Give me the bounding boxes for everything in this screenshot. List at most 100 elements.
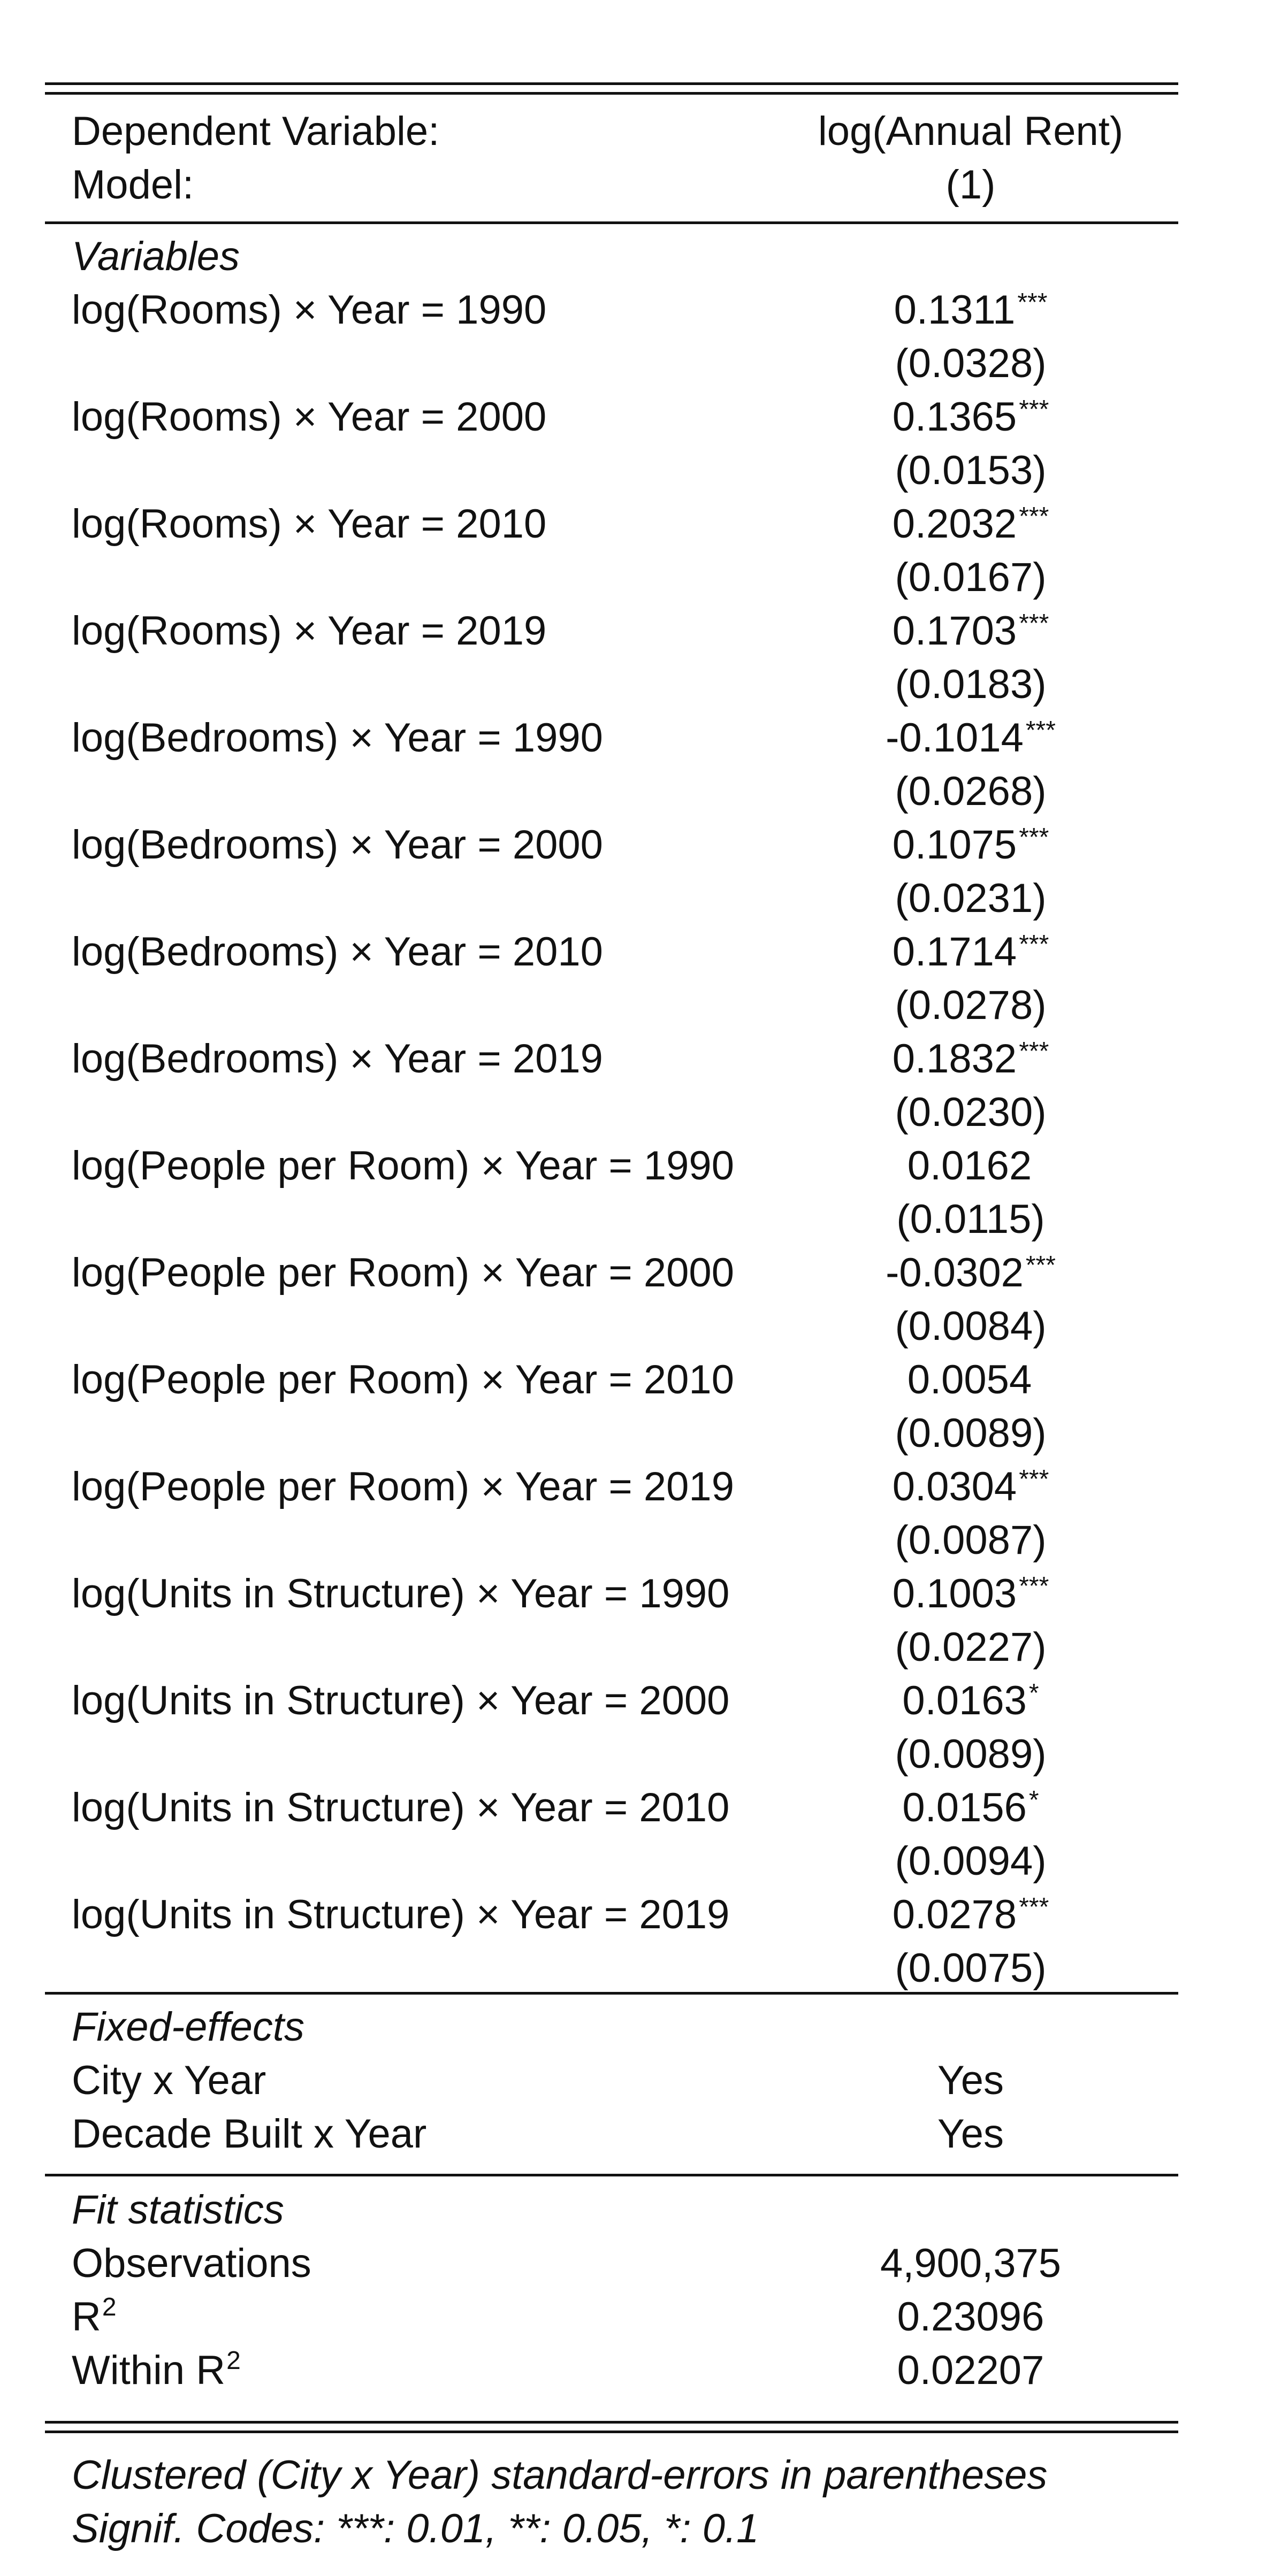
standard-error-value: (0.0153) <box>895 448 1047 493</box>
standard-error-value: (0.0268) <box>895 769 1047 814</box>
coefficient-cell: 0.0054 <box>815 1353 1126 1412</box>
fixed-effect-value: Yes <box>937 2111 1004 2157</box>
variable-label: log(People per Room) × Year = 2019 <box>72 1464 734 1509</box>
variable-coefficient-row: log(Units in Structure) × Year = 2010 0.0… <box>45 1781 1178 1835</box>
standard-error-value: (0.0084) <box>895 1304 1047 1349</box>
variable-coefficient-row: log(People per Room) × Year = 2000 -0.030… <box>45 1246 1178 1300</box>
coefficient-cell: 0.0156* <box>815 1781 1126 1840</box>
variable-coefficient-row: log(Units in Structure) × Year = 2019 0.0… <box>45 1888 1178 1942</box>
standard-error-value: (0.0183) <box>895 662 1047 707</box>
coefficient-cell: 0.1075*** <box>815 818 1126 877</box>
r-squared-text: R <box>72 2294 101 2340</box>
fixed-effects-heading: Fixed-effects <box>72 2004 305 2050</box>
fit-statistics-section-title: Fit statistics <box>45 2183 1178 2237</box>
dependent-variable-label: Dependent Variable: <box>72 109 440 154</box>
variable-label: log(Units in Structure) × Year = 1990 <box>72 1571 730 1616</box>
coefficient-value: 0.1703 <box>892 608 1017 654</box>
variable-coefficient-row: log(People per Room) × Year = 2019 0.0304… <box>45 1460 1178 1514</box>
within-r-squared-label: Within R2 <box>72 2344 241 2403</box>
variable-label: log(People per Room) × Year = 2000 <box>72 1250 734 1295</box>
top-rule-1 <box>45 82 1178 85</box>
significance-stars: *** <box>1025 716 1056 745</box>
coefficient-cell: 0.1365*** <box>815 390 1126 449</box>
header-model-row: Model: (1) <box>45 158 1178 212</box>
variable-label: log(Rooms) × Year = 2010 <box>72 501 547 547</box>
variable-coefficient-row: log(Units in Structure) × Year = 2000 0.0… <box>45 1674 1178 1728</box>
within-r-squared-value: 0.02207 <box>897 2348 1044 2393</box>
variable-standard-error-row: (0.0094) <box>45 1835 1178 1888</box>
fixed-effects-rule <box>45 2174 1178 2176</box>
r-squared-superscript: 2 <box>102 2293 117 2321</box>
variable-label: log(Bedrooms) × Year = 2000 <box>72 822 603 868</box>
standard-error-value: (0.0087) <box>895 1517 1047 1563</box>
variable-coefficient-row: log(Rooms) × Year = 2019 0.1703*** <box>45 604 1178 658</box>
variable-label: log(Rooms) × Year = 1990 <box>72 287 547 333</box>
fit-statistics-heading: Fit statistics <box>72 2187 284 2233</box>
standard-error-value: (0.0227) <box>895 1624 1047 1670</box>
significance-stars: *** <box>1019 1572 1049 1600</box>
observations-value: 4,900,375 <box>880 2241 1062 2286</box>
coefficient-value: 0.0162 <box>907 1143 1032 1189</box>
variable-standard-error-row: (0.0278) <box>45 979 1178 1032</box>
coefficient-cell: 0.0162 <box>815 1139 1126 1198</box>
within-r-squared-superscript: 2 <box>226 2347 241 2375</box>
coefficient-cell: -0.1014*** <box>815 711 1126 770</box>
r-squared-row: R2 0.23096 <box>45 2290 1178 2344</box>
variable-label: log(People per Room) × Year = 2010 <box>72 1357 734 1402</box>
fixed-effect-label: Decade Built x Year <box>72 2111 427 2157</box>
significance-stars: *** <box>1025 1251 1056 1279</box>
variable-standard-error-row: (0.0231) <box>45 872 1178 925</box>
variable-coefficient-row: log(Bedrooms) × Year = 2019 0.1832*** <box>45 1032 1178 1086</box>
variable-coefficient-row: log(Units in Structure) × Year = 1990 0.1… <box>45 1567 1178 1621</box>
coefficient-value: 0.1003 <box>892 1571 1017 1616</box>
variable-coefficient-row: log(Bedrooms) × Year = 1990 -0.1014*** <box>45 711 1178 765</box>
variable-standard-error-row: (0.0183) <box>45 658 1178 711</box>
variable-standard-error-row: (0.0268) <box>45 765 1178 818</box>
significance-stars: * <box>1028 1786 1039 1814</box>
variable-standard-error-row: (0.0153) <box>45 444 1178 497</box>
variable-standard-error-row: (0.0115) <box>45 1193 1178 1246</box>
coefficient-value: -0.1014 <box>886 715 1024 761</box>
header-rule <box>45 221 1178 224</box>
variable-standard-error-row: (0.0089) <box>45 1728 1178 1781</box>
variable-label: log(Bedrooms) × Year = 2010 <box>72 929 603 975</box>
dependent-variable-value: log(Annual Rent) <box>818 109 1124 154</box>
coefficient-cell: 0.2032*** <box>815 497 1126 556</box>
fixed-effect-row: City x Year Yes <box>45 2054 1178 2107</box>
within-r-squared-row: Within R2 0.02207 <box>45 2344 1178 2397</box>
standard-error-value: (0.0278) <box>895 983 1047 1028</box>
variable-label: log(Units in Structure) × Year = 2010 <box>72 1785 730 1830</box>
model-label: Model: <box>72 162 194 208</box>
variable-standard-error-row: (0.0328) <box>45 337 1178 390</box>
coefficient-cell: 0.1003*** <box>815 1567 1126 1626</box>
variable-standard-error-row: (0.0167) <box>45 551 1178 604</box>
variable-label: log(Bedrooms) × Year = 2019 <box>72 1036 603 1082</box>
variables-heading: Variables <box>72 234 240 279</box>
variable-coefficient-row: log(Bedrooms) × Year = 2010 0.1714*** <box>45 925 1178 979</box>
coefficient-cell: 0.0278*** <box>815 1888 1126 1947</box>
coefficient-value: 0.1075 <box>892 822 1017 868</box>
variable-standard-error-row: (0.0230) <box>45 1086 1178 1139</box>
bottom-rule-1 <box>45 2421 1178 2424</box>
r-squared-value: 0.23096 <box>897 2294 1044 2340</box>
coefficient-value: 0.1832 <box>892 1036 1017 1082</box>
standard-error-value: (0.0231) <box>895 876 1047 921</box>
fixed-effect-row: Decade Built x Year Yes <box>45 2107 1178 2161</box>
variables-rule <box>45 1992 1178 1995</box>
fixed-effects-section-title: Fixed-effects <box>45 2000 1178 2054</box>
significance-stars: *** <box>1017 288 1048 317</box>
coefficient-cell: 0.1832*** <box>815 1032 1126 1091</box>
coefficient-cell: -0.0302*** <box>815 1246 1126 1305</box>
coefficient-value: 0.0054 <box>907 1357 1032 1402</box>
variable-coefficient-row: log(Rooms) × Year = 1990 0.1311*** <box>45 283 1178 337</box>
within-r-squared-text: Within R <box>72 2348 226 2393</box>
significance-stars: *** <box>1019 1465 1049 1493</box>
header-dependent-variable-row: Dependent Variable: log(Annual Rent) <box>45 105 1178 158</box>
variable-coefficient-row: log(People per Room) × Year = 2010 0.0054 <box>45 1353 1178 1407</box>
coefficient-cell: 0.0163* <box>815 1674 1126 1733</box>
variable-standard-error-row: (0.0227) <box>45 1621 1178 1674</box>
observations-label: Observations <box>72 2241 311 2286</box>
top-rule-2 <box>45 92 1178 95</box>
significance-stars: *** <box>1019 502 1049 531</box>
significance-codes-note: Signif. Codes: ***: 0.01, **: 0.05, *: 0… <box>72 2506 759 2551</box>
